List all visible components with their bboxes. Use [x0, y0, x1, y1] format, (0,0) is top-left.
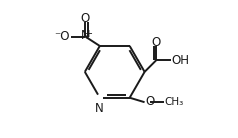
Text: O: O — [152, 36, 161, 49]
Text: O: O — [145, 95, 154, 108]
Text: +: + — [84, 29, 93, 39]
Text: OH: OH — [172, 54, 190, 67]
Text: N: N — [81, 29, 90, 42]
Text: CH₃: CH₃ — [165, 97, 184, 107]
Text: N: N — [95, 102, 104, 115]
Text: ⁻O: ⁻O — [55, 30, 70, 43]
Text: O: O — [81, 12, 90, 25]
